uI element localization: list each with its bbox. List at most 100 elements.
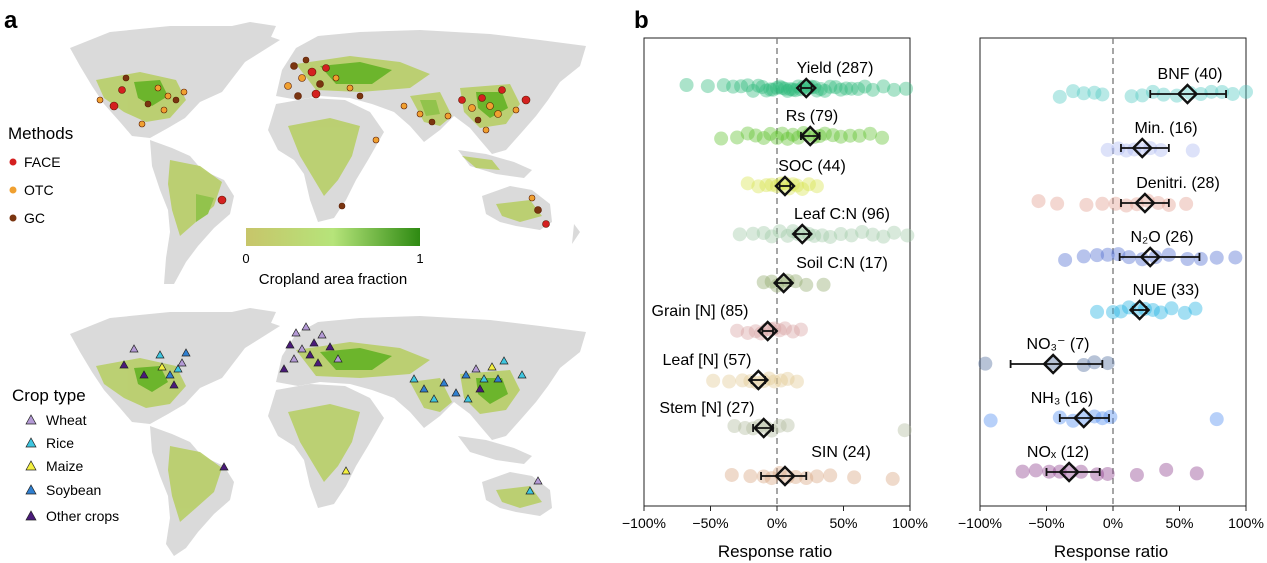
data-point [783,82,798,97]
crop-maize-label: Maize [46,458,84,474]
data-point [1052,89,1067,104]
data-point [777,321,792,336]
row-8: SIN (24) [724,444,900,487]
data-point [789,178,804,193]
row-label: Grain [N] (85) [652,303,749,320]
data-point [1153,305,1168,320]
row-3: Leaf C:N (96) [732,206,915,245]
data-point [1209,250,1224,265]
data-point [772,79,787,94]
x-tick-label: 100% [892,515,928,531]
data-point [1193,251,1208,266]
row-label: Stem [N] (27) [659,400,754,417]
data-point [763,82,778,97]
data-point [1028,463,1043,478]
mean-diamond [1134,192,1156,214]
data-point [706,373,721,388]
data-point [735,373,750,388]
data-point [1103,409,1118,424]
data-point [679,78,694,92]
row-7: NOₓ (12) [1015,444,1204,483]
crop-soybean-label: Soybean [46,482,101,498]
x-tick-label: 100% [1228,515,1264,531]
data-point [851,81,866,96]
data-point [748,324,763,339]
data-point [732,227,747,242]
panel-a-label: a [4,7,18,34]
rice-marker [25,437,37,448]
data-point [1159,462,1174,477]
other-crops-marker [25,510,37,521]
data-point [789,374,804,389]
data-point [887,82,902,97]
data-point [780,228,795,243]
data-point [1100,142,1115,157]
data-point [1124,89,1139,104]
method-markers [96,56,550,228]
data-point [823,468,838,483]
row-0: BNF (40) [1052,66,1253,105]
row-label: Yield (287) [797,60,874,77]
colorbar-title: Cropland area fraction [259,271,407,288]
gc-marker [9,214,17,222]
data-point [772,224,787,239]
data-point [748,128,763,143]
data-point [767,374,782,389]
data-point [770,130,784,145]
data-point [727,418,742,433]
row-label: SOC (44) [778,158,846,175]
x-tick-label: −50% [1028,515,1064,531]
x-axis-label: Response ratio [1054,542,1168,561]
data-point [863,126,878,141]
otc-marker [9,186,17,194]
data-point [1076,357,1091,372]
data-point [763,126,778,141]
row-6: Leaf [N] (57) [663,352,804,391]
data-point [740,325,755,340]
data-point [844,228,859,243]
data-point [865,227,880,242]
row-2: SOC (44) [740,158,846,197]
data-point [847,470,862,485]
data-point [875,130,890,145]
data-point [809,469,824,484]
data-point [759,178,774,193]
response-ratio-chart-right: −100% −50% 0% 50% 100% Response ratio BNF (40)… [958,37,1264,561]
mean-diamond [1128,299,1151,321]
data-point [1076,249,1091,264]
data-point [823,229,838,244]
x-axis-label: Response ratio [718,542,832,561]
data-point [1090,304,1105,319]
data-point [756,226,771,241]
data-point [734,79,749,94]
data-point [785,82,800,97]
mean-diamond [1073,407,1095,429]
data-point [817,83,832,98]
crop-markers [119,322,543,495]
data-point [1225,86,1240,101]
row-1: Rs (79) [714,108,890,147]
data-point [764,177,779,192]
data-point [756,275,771,290]
data-point [751,78,766,93]
data-point [740,126,755,141]
mean-diamond [795,77,817,99]
methods-title: Methods [8,124,73,143]
data-point [833,226,848,241]
row-label: NO₃⁻ (7) [1027,336,1090,353]
data-point [801,177,816,192]
row-4: NUE (33) [1090,282,1203,321]
data-point [1164,301,1179,316]
row-label: Soil C:N (17) [796,255,888,272]
data-point [815,228,830,243]
data-point [1135,88,1150,103]
data-point [1079,197,1094,212]
data-point [746,226,761,241]
data-point [743,469,758,484]
data-point [799,277,814,292]
mean-diamond [791,223,813,245]
mean-diamond [1058,461,1080,483]
data-point [759,83,774,98]
data-point [1188,301,1203,316]
